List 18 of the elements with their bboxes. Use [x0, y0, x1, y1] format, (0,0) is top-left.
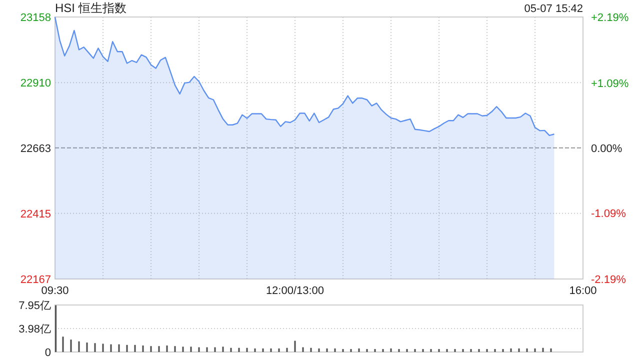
y-tick-label: 0	[44, 347, 51, 359]
y2-tick-label: -1.09%	[591, 208, 626, 220]
x-tick-label: 12:00/13:00	[266, 285, 324, 297]
y2-tick-label: +1.09%	[591, 78, 629, 90]
y2-tick-label: 0.00%	[591, 143, 622, 155]
y-tick-label: 22415	[20, 208, 51, 220]
y2-tick-label: +2.19%	[591, 12, 629, 24]
y-tick-label: 23158	[20, 12, 51, 24]
y2-tick-label: -2.19%	[591, 274, 626, 286]
x-tick-label: 09:30	[41, 285, 69, 297]
chart-title: HSI 恒生指数	[55, 1, 126, 15]
y-tick-label: 22910	[20, 78, 51, 90]
y-tick-label: 3.98亿	[18, 323, 51, 336]
x-tick-label: 16:00	[569, 285, 597, 297]
y-tick-label: 22167	[20, 274, 51, 286]
text: 05-07 15:42	[524, 3, 583, 15]
y-tick-label: 7.95亿	[18, 300, 51, 312]
y-tick-label: 22663	[20, 142, 51, 155]
